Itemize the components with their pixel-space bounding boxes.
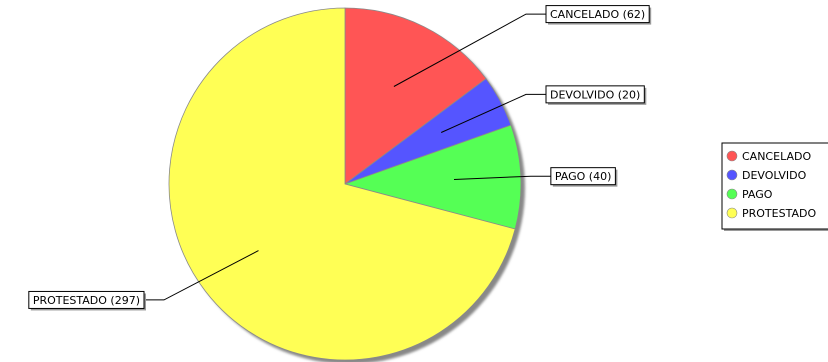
legend-entry-protestado: PROTESTADO — [742, 207, 816, 220]
legend-swatch-protestado — [726, 207, 738, 219]
slice-label-pago: PAGO (40) — [555, 170, 612, 183]
pie-slice-cancelado — [344, 7, 487, 185]
legend-swatch-pago — [726, 188, 738, 200]
legend-entry-devolvido: DEVOLVIDO — [742, 169, 807, 182]
legend-entry-cancelado: CANCELADO — [742, 150, 811, 163]
legend-swatch-cancelado — [726, 150, 738, 162]
pie-slices — [168, 7, 522, 361]
leader-line-pago — [453, 175, 551, 180]
leader-line-protestado — [144, 250, 259, 301]
slice-label-box-pago — [550, 167, 616, 186]
slice-label-cancelado: CANCELADO (62) — [550, 8, 645, 21]
leader-line-cancelado — [393, 13, 546, 87]
leader-line-devolvido — [440, 93, 546, 133]
legend-box — [721, 142, 828, 230]
pie-slice-protestado — [168, 7, 516, 361]
slice-label-box-cancelado — [545, 5, 650, 24]
slice-labels: CANCELADO (62) DEVOLVIDO (20) PAGO (40) PRO… — [28, 5, 652, 311]
legend-swatch-devolvido — [726, 169, 738, 181]
slice-label-box-devolvido — [545, 85, 645, 104]
legend: CANCELADO DEVOLVIDO PAGO PROTESTADO — [721, 142, 828, 231]
slice-label-protestado: PROTESTADO (297) — [33, 294, 140, 307]
slice-label-box-protestado — [28, 290, 145, 309]
slice-label-devolvido: DEVOLVIDO (20) — [550, 88, 640, 101]
legend-entry-pago: PAGO — [742, 188, 773, 201]
